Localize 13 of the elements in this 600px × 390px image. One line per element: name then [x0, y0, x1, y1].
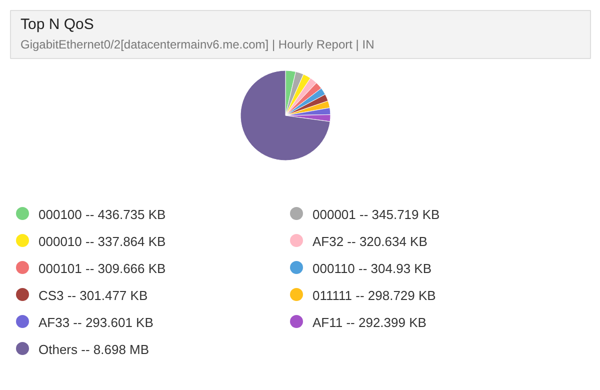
legend-label: Others -- 8.698 MB — [38, 342, 150, 357]
legend-label: CS3 -- 301.477 KB — [38, 288, 148, 303]
legend-label: 011111 -- 298.729 KB — [312, 288, 436, 303]
legend-label: AF32 -- 320.634 KB — [312, 234, 428, 249]
legend-label: 000100 -- 436.735 KB — [38, 207, 166, 222]
legend-label: 000110 -- 304.93 KB — [312, 261, 432, 276]
legend-label: 000001 -- 345.719 KB — [312, 207, 440, 222]
legend-label: AF33 -- 293.601 KB — [38, 315, 154, 330]
chart-title: Top N QoS — [20, 16, 94, 33]
chart-subtitle: GigabitEthernet0/2[datacentermainv6.me.com] | Hourly Report | IN — [20, 38, 374, 52]
legend-label: 000010 -- 337.864 KB — [38, 234, 166, 249]
legend-label: 000101 -- 309.666 KB — [38, 261, 166, 276]
legend-label: AF11 -- 292.399 KB — [312, 315, 426, 330]
